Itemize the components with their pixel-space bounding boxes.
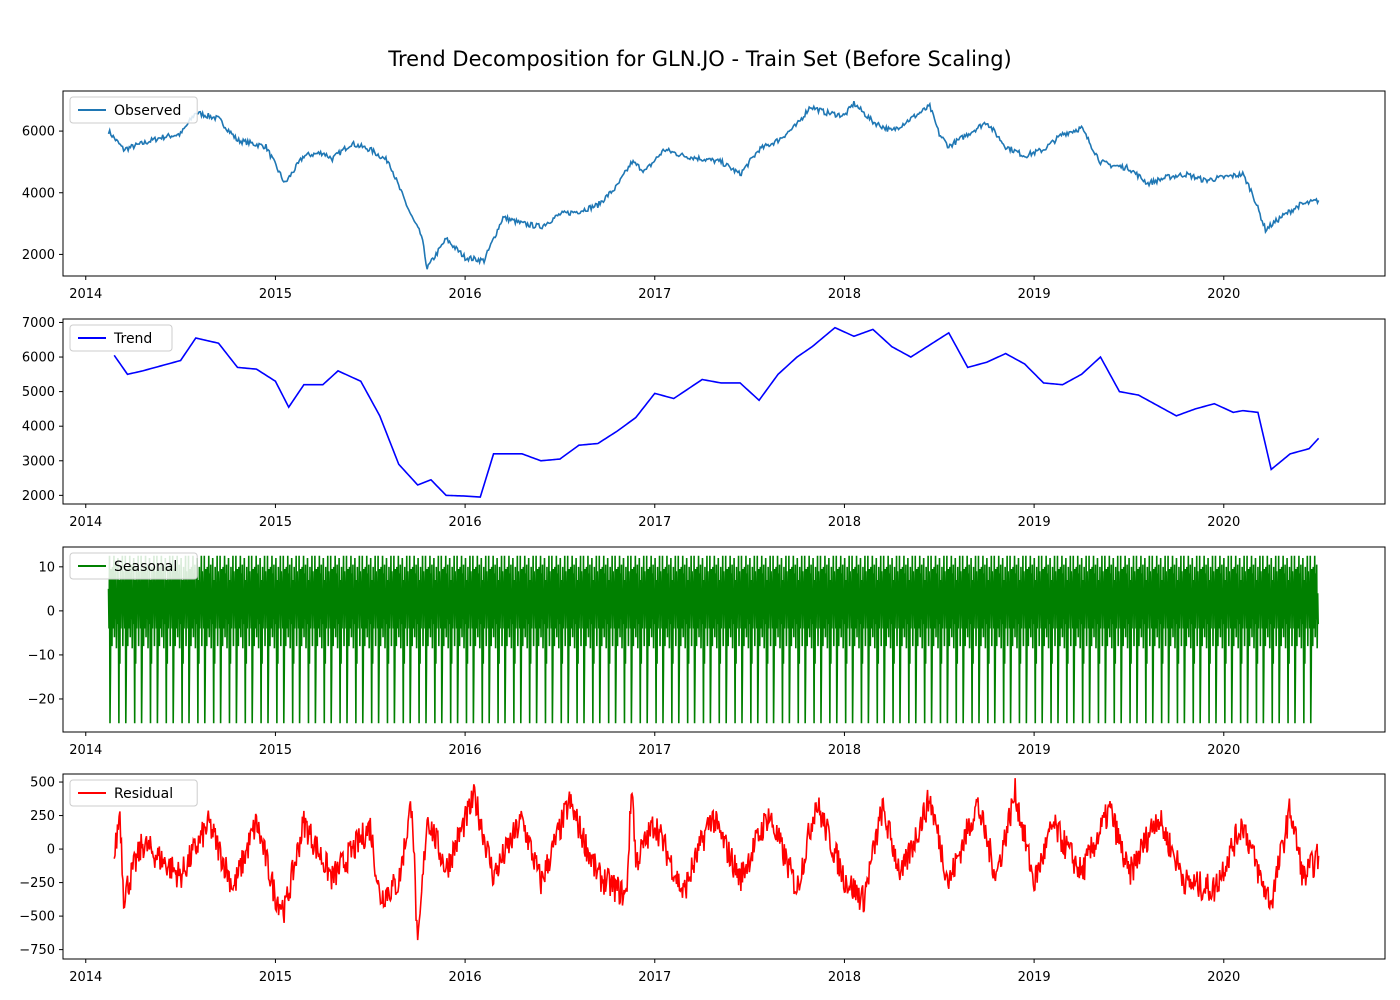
seasonal-ytick-label: −10 bbox=[28, 648, 55, 663]
trend-xtick-label: 2014 bbox=[69, 515, 102, 530]
trend-series-line bbox=[113, 326, 1320, 498]
observed-ytick-label: 4000 bbox=[22, 186, 55, 201]
residual-xtick-label: 2017 bbox=[638, 970, 671, 985]
observed-legend-box bbox=[69, 96, 198, 124]
trend-ytick-label: 5000 bbox=[22, 385, 55, 400]
observed-xtick-label: 2015 bbox=[259, 287, 292, 302]
seasonal-axes-frame bbox=[62, 546, 1386, 733]
observed-legend: Observed bbox=[69, 96, 198, 124]
seasonal-xtick-label: 2018 bbox=[828, 743, 861, 758]
trend-ytick-label: 3000 bbox=[22, 454, 55, 469]
seasonal-xtick-label: 2017 bbox=[638, 743, 671, 758]
observed-series-line bbox=[107, 100, 1320, 270]
residual-ytick-label: 500 bbox=[30, 776, 55, 791]
subplot-observed: 2000 4000 6000 2014 2015 2016 2017 2018 2019 2020… bbox=[22, 90, 1386, 302]
seasonal-legend-label: Seasonal bbox=[114, 559, 177, 575]
seasonal-xtick-label: 2020 bbox=[1207, 743, 1240, 758]
residual-xtick-label: 2019 bbox=[1018, 970, 1051, 985]
seasonal-xtick-label: 2014 bbox=[69, 743, 102, 758]
trend-legend-box bbox=[69, 324, 173, 352]
residual-xtick-label: 2018 bbox=[828, 970, 861, 985]
trend-legend-label: Trend bbox=[113, 331, 152, 347]
trend-ytick-label: 7000 bbox=[22, 316, 55, 331]
subplots: 2000 4000 6000 2014 2015 2016 2017 2018 2019 2020… bbox=[19, 90, 1386, 985]
observed-xtick-label: 2016 bbox=[449, 287, 482, 302]
residual-legend-label: Residual bbox=[114, 786, 173, 802]
residual-ytick-label: 0 bbox=[47, 843, 55, 858]
trend-xtick-label: 2018 bbox=[828, 515, 861, 530]
seasonal-xtick-label: 2019 bbox=[1018, 743, 1051, 758]
observed-ytick-label: 2000 bbox=[22, 248, 55, 263]
residual-legend: Residual bbox=[69, 779, 198, 807]
trend-xtick-label: 2020 bbox=[1207, 515, 1240, 530]
seasonal-ytick-label: 10 bbox=[38, 560, 55, 575]
seasonal-legend: Seasonal bbox=[69, 552, 198, 580]
seasonal-ytick-label: −20 bbox=[28, 692, 55, 707]
residual-ytick-label: 250 bbox=[30, 809, 55, 824]
observed-xtick-label: 2017 bbox=[638, 287, 671, 302]
trend-xtick-label: 2015 bbox=[259, 515, 292, 530]
subplot-trend: 2000 3000 4000 5000 6000 7000 2014 2015 2016 2017… bbox=[22, 316, 1386, 530]
trend-xtick-label: 2019 bbox=[1018, 515, 1051, 530]
residual-xtick-label: 2015 bbox=[259, 970, 292, 985]
residual-legend-box bbox=[69, 779, 198, 807]
observed-ytick-label: 6000 bbox=[22, 125, 55, 140]
subplot-seasonal: −20 −10 0 10 2014 2015 2016 2017 2018 2019 2020 Sea… bbox=[28, 546, 1386, 758]
trend-legend: Trend bbox=[69, 324, 173, 352]
seasonal-series-line bbox=[107, 555, 1319, 724]
trend-axes-frame bbox=[62, 318, 1386, 505]
seasonal-xtick-label: 2016 bbox=[449, 743, 482, 758]
residual-xtick-label: 2016 bbox=[449, 970, 482, 985]
subplot-residual: −750 −500 −250 0 250 500 2014 2015 2016 2017 2018 2… bbox=[19, 773, 1386, 985]
observed-xtick-label: 2014 bbox=[69, 287, 102, 302]
residual-ytick-label: −500 bbox=[19, 910, 55, 925]
trend-ytick-label: 2000 bbox=[22, 489, 55, 504]
trend-xtick-label: 2017 bbox=[638, 515, 671, 530]
trend-xtick-label: 2016 bbox=[449, 515, 482, 530]
trend-ytick-label: 6000 bbox=[22, 351, 55, 366]
observed-xtick-label: 2019 bbox=[1018, 287, 1051, 302]
observed-axes-frame bbox=[62, 90, 1386, 277]
residual-axes-frame bbox=[62, 773, 1386, 960]
residual-series-line bbox=[113, 778, 1320, 941]
seasonal-xtick-label: 2015 bbox=[259, 743, 292, 758]
trend-ytick-label: 4000 bbox=[22, 420, 55, 435]
residual-ytick-label: −250 bbox=[19, 876, 55, 891]
residual-ytick-label: −750 bbox=[19, 943, 55, 958]
observed-xtick-label: 2020 bbox=[1207, 287, 1240, 302]
residual-xtick-label: 2020 bbox=[1207, 970, 1240, 985]
seasonal-legend-box bbox=[69, 552, 198, 580]
observed-legend-label: Observed bbox=[114, 103, 181, 119]
chart-title: Trend Decomposition for GLN.JO - Train S… bbox=[387, 47, 1012, 71]
seasonal-ytick-label: 0 bbox=[47, 604, 55, 619]
residual-xtick-label: 2014 bbox=[69, 970, 102, 985]
observed-xtick-label: 2018 bbox=[828, 287, 861, 302]
